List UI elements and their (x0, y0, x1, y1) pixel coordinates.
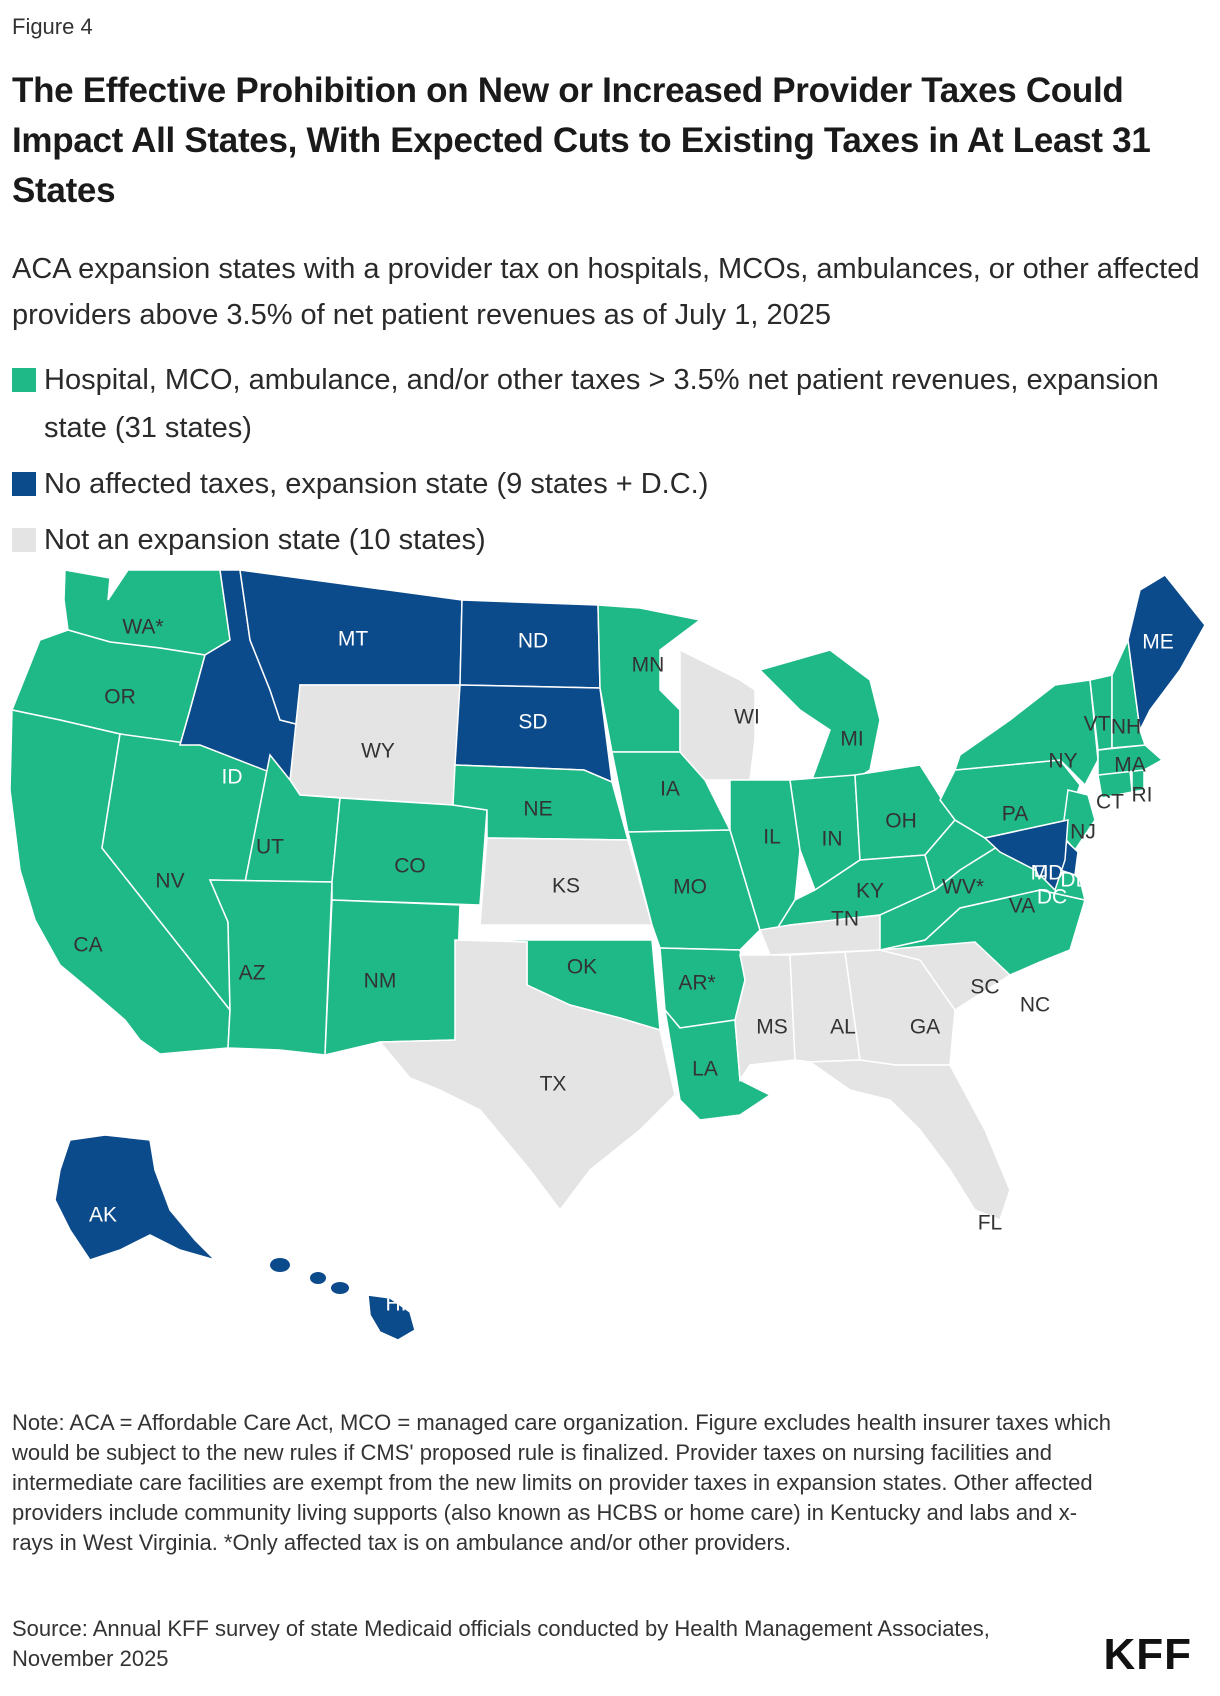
state-label-nv: NV (155, 870, 184, 893)
state-ak (54, 1134, 218, 1262)
state-md (983, 819, 1069, 892)
state-label-oh: OH (885, 810, 917, 833)
us-map: WA* OR CA NV ID MT WY UT AZ CO NM ND SD NE KS OK TX MN IA M… (9, 570, 1206, 1341)
state-nh (1111, 637, 1147, 749)
hawaii-island-1 (270, 1258, 290, 1272)
state-label-ok: OK (567, 956, 597, 979)
state-label-ky: KY (856, 880, 884, 903)
legend-swatch-green (12, 368, 36, 392)
state-label-tn: TN (831, 908, 859, 931)
figure-label: Figure 4 (12, 14, 93, 39)
kff-logo: KFF (1103, 1630, 1192, 1679)
state-ia (611, 751, 732, 833)
hawaii-island-2 (310, 1272, 326, 1284)
state-label-ks: KS (552, 875, 580, 898)
state-label-az: AZ (239, 962, 266, 985)
state-label-al: AL (830, 1016, 856, 1039)
chart-subtitle: ACA expansion states with a provider tax… (12, 253, 1200, 331)
state-label-or: OR (104, 686, 136, 709)
state-label-ne: NE (523, 798, 552, 821)
state-label-mt: MT (338, 628, 368, 651)
state-label-wv: WV* (942, 876, 984, 899)
state-label-ia: IA (660, 778, 680, 801)
state-label-ga: GA (910, 1016, 940, 1039)
state-label-la: LA (692, 1058, 718, 1081)
state-label-ut: UT (256, 836, 284, 859)
state-label-tx: TX (540, 1073, 567, 1096)
state-dc (1035, 865, 1047, 877)
legend-label-blue: No affected taxes, expansion state (9 st… (44, 468, 709, 500)
state-label-wa: WA* (122, 616, 163, 639)
state-label-ms: MS (756, 1016, 788, 1039)
legend: Hospital, MCO, ambulance, and/or other t… (12, 356, 1202, 572)
source: Source: Annual KFF survey of state Medic… (12, 1616, 990, 1671)
state-label-mo: MO (673, 876, 707, 899)
state-label-nc: NC (1020, 994, 1050, 1017)
state-label-ny: NY (1048, 750, 1077, 773)
legend-swatch-gray (12, 528, 36, 552)
note: Note: ACA = Affordable Care Act, MCO = m… (12, 1410, 1111, 1555)
legend-label-green: Hospital, MCO, ambulance, and/or other t… (44, 364, 1159, 444)
state-label-nh: NH (1111, 716, 1141, 739)
state-me (1127, 574, 1206, 733)
state-label-co: CO (394, 855, 426, 878)
legend-item-blue: No affected taxes, expansion state (9 st… (12, 460, 1202, 508)
state-label-il: IL (763, 826, 781, 849)
state-label-id: ID (222, 766, 243, 789)
state-label-hi: HI (386, 1293, 407, 1316)
hawaii-island-3 (331, 1282, 349, 1294)
state-mn (597, 604, 702, 753)
state-label-pa: PA (1002, 803, 1028, 826)
state-label-ca: CA (73, 934, 102, 957)
state-label-va: VA (1009, 895, 1035, 918)
state-label-in: IN (822, 828, 843, 851)
state-label-mi: MI (840, 728, 863, 751)
state-label-ak: AK (89, 1204, 117, 1227)
state-label-ct: CT (1096, 791, 1124, 814)
chart-title: The Effective Prohibition on New or Incr… (12, 71, 1151, 210)
state-label-sc: SC (970, 976, 999, 999)
state-label-dc: DC (1037, 886, 1067, 909)
state-label-de: DE (1060, 869, 1089, 892)
state-label-fl: FL (978, 1212, 1003, 1235)
state-label-wi: WI (734, 706, 760, 729)
state-label-mn: MN (632, 654, 665, 677)
state-label-me: ME (1142, 631, 1174, 654)
state-label-nm: NM (364, 970, 397, 993)
state-fl (807, 1059, 1011, 1221)
state-label-vt: VT (1084, 713, 1111, 736)
legend-item-green: Hospital, MCO, ambulance, and/or other t… (12, 356, 1202, 452)
state-label-md: MD (1031, 862, 1064, 885)
state-label-ri: RI (1132, 784, 1153, 807)
state-hi (367, 1294, 416, 1341)
state-label-nj: NJ (1070, 821, 1096, 844)
state-az (208, 879, 333, 1056)
state-la (663, 1007, 772, 1121)
state-label-nd: ND (518, 630, 548, 653)
legend-item-gray: Not an expansion state (10 states) (12, 516, 1202, 564)
state-tx (378, 939, 676, 1212)
state-label-sd: SD (518, 711, 547, 734)
legend-swatch-blue (12, 472, 36, 496)
state-label-ar: AR* (678, 972, 715, 995)
state-label-wy: WY (361, 740, 395, 763)
state-co (331, 797, 488, 906)
legend-label-gray: Not an expansion state (10 states) (44, 524, 486, 556)
state-label-ma: MA (1114, 754, 1146, 777)
